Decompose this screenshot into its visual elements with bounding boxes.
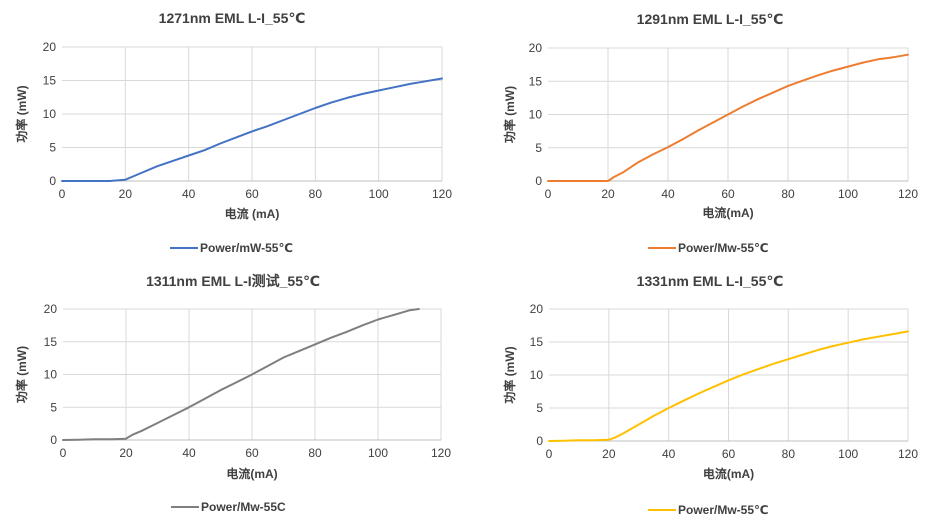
y-tick-label: 5 <box>50 400 57 414</box>
series-line-1 <box>548 330 909 442</box>
y-axis-label: 功率 (mW) <box>14 346 29 403</box>
legend: Power/Mw-55℃ <box>648 241 769 255</box>
x-tick-label: 0 <box>59 187 66 201</box>
x-tick-label: 80 <box>782 447 796 461</box>
series-line-1 <box>547 53 909 182</box>
chart-title: 1271nm EML L-I_55℃ <box>159 10 306 26</box>
legend: Power/Mw-55C <box>171 500 286 514</box>
legend: Power/Mw-55℃ <box>648 503 769 517</box>
x-tick-label: 120 <box>431 446 451 460</box>
chart-panel-1: 1271nm EML L-I_55℃ 0 5 10 15 20 0 20 40 60 80 100 12… <box>14 10 452 255</box>
chart-title: 1291nm EML L-I_55℃ <box>637 11 784 27</box>
y-tick-label: 0 <box>50 433 57 447</box>
chart-title: 1311nm EML L-I测试_55℃ <box>146 273 320 289</box>
x-tick-label: 100 <box>369 187 389 201</box>
y-tick-label: 15 <box>530 335 544 349</box>
x-tick-label: 0 <box>546 447 553 461</box>
x-tick-label: 20 <box>119 446 133 460</box>
y-tick-label: 5 <box>49 141 56 155</box>
chart-panel-2: 1291nm EML L-I_55℃ 0 5 10 15 20 0 20 40 60 80 100 12… <box>502 11 918 255</box>
y-tick-label: 15 <box>43 74 57 88</box>
chart-panel-3: 1311nm EML L-I测试_55℃ 0 5 10 15 20 0 20 40 60 80 100… <box>14 273 451 514</box>
x-tick-label: 60 <box>245 446 259 460</box>
x-tick-label: 40 <box>182 187 196 201</box>
x-tick-label: 80 <box>308 446 322 460</box>
chart-panel-4: 1331nm EML L-I_55℃ 0 5 10 15 20 0 20 40 60 80 100 12… <box>502 273 918 517</box>
x-tick-label: 100 <box>838 187 858 201</box>
x-axis-label: 电流(mA) <box>703 466 754 481</box>
x-tick-label: 100 <box>838 447 858 461</box>
y-tick-label: 0 <box>536 434 543 448</box>
legend-label: Power/Mw-55℃ <box>678 503 769 517</box>
x-tick-label: 60 <box>245 187 259 201</box>
y-axis-label: 功率 (mW) <box>502 86 517 143</box>
x-tick-label: 20 <box>602 447 616 461</box>
x-tick-label: 40 <box>182 446 196 460</box>
series-line-1 <box>62 308 420 441</box>
legend-label: Power/Mw-55℃ <box>678 241 769 255</box>
y-tick-label: 10 <box>44 368 58 382</box>
x-tick-label: 80 <box>781 187 795 201</box>
x-axis-label: 电流(mA) <box>702 205 753 220</box>
x-tick-label: 0 <box>545 187 552 201</box>
x-tick-label: 40 <box>661 187 675 201</box>
x-tick-label: 20 <box>119 187 133 201</box>
y-tick-label: 10 <box>43 107 57 121</box>
chart-title: 1331nm EML L-I_55℃ <box>637 273 784 289</box>
y-axis-label: 功率 (mW) <box>14 85 29 142</box>
x-tick-label: 20 <box>601 187 615 201</box>
y-axis-label: 功率 (mW) <box>502 346 517 403</box>
x-tick-label: 120 <box>432 187 452 201</box>
x-axis-label: 电流 (mA) <box>225 206 280 221</box>
x-tick-label: 80 <box>309 187 323 201</box>
x-tick-label: 60 <box>722 447 736 461</box>
y-tick-label: 20 <box>44 302 58 316</box>
y-tick-label: 5 <box>536 401 543 415</box>
y-tick-label: 5 <box>535 141 542 155</box>
x-axis-label: 电流(mA) <box>226 466 277 481</box>
y-tick-label: 20 <box>530 302 544 316</box>
legend-label: Power/Mw-55C <box>201 500 286 514</box>
y-tick-label: 10 <box>530 368 544 382</box>
y-tick-label: 15 <box>44 335 58 349</box>
y-tick-label: 10 <box>529 108 543 122</box>
legend: Power/mW-55℃ <box>170 241 293 255</box>
y-tick-label: 20 <box>43 40 57 54</box>
x-tick-label: 0 <box>60 446 67 460</box>
y-tick-label: 20 <box>529 41 543 55</box>
x-tick-label: 60 <box>721 187 735 201</box>
y-tick-label: 0 <box>49 174 56 188</box>
x-tick-label: 40 <box>662 447 676 461</box>
x-tick-label: 120 <box>898 187 918 201</box>
y-tick-label: 15 <box>529 74 543 88</box>
series-line-1 <box>61 77 443 182</box>
y-tick-label: 0 <box>535 174 542 188</box>
x-tick-label: 120 <box>898 447 918 461</box>
x-tick-label: 100 <box>368 446 388 460</box>
legend-label: Power/mW-55℃ <box>200 241 293 255</box>
